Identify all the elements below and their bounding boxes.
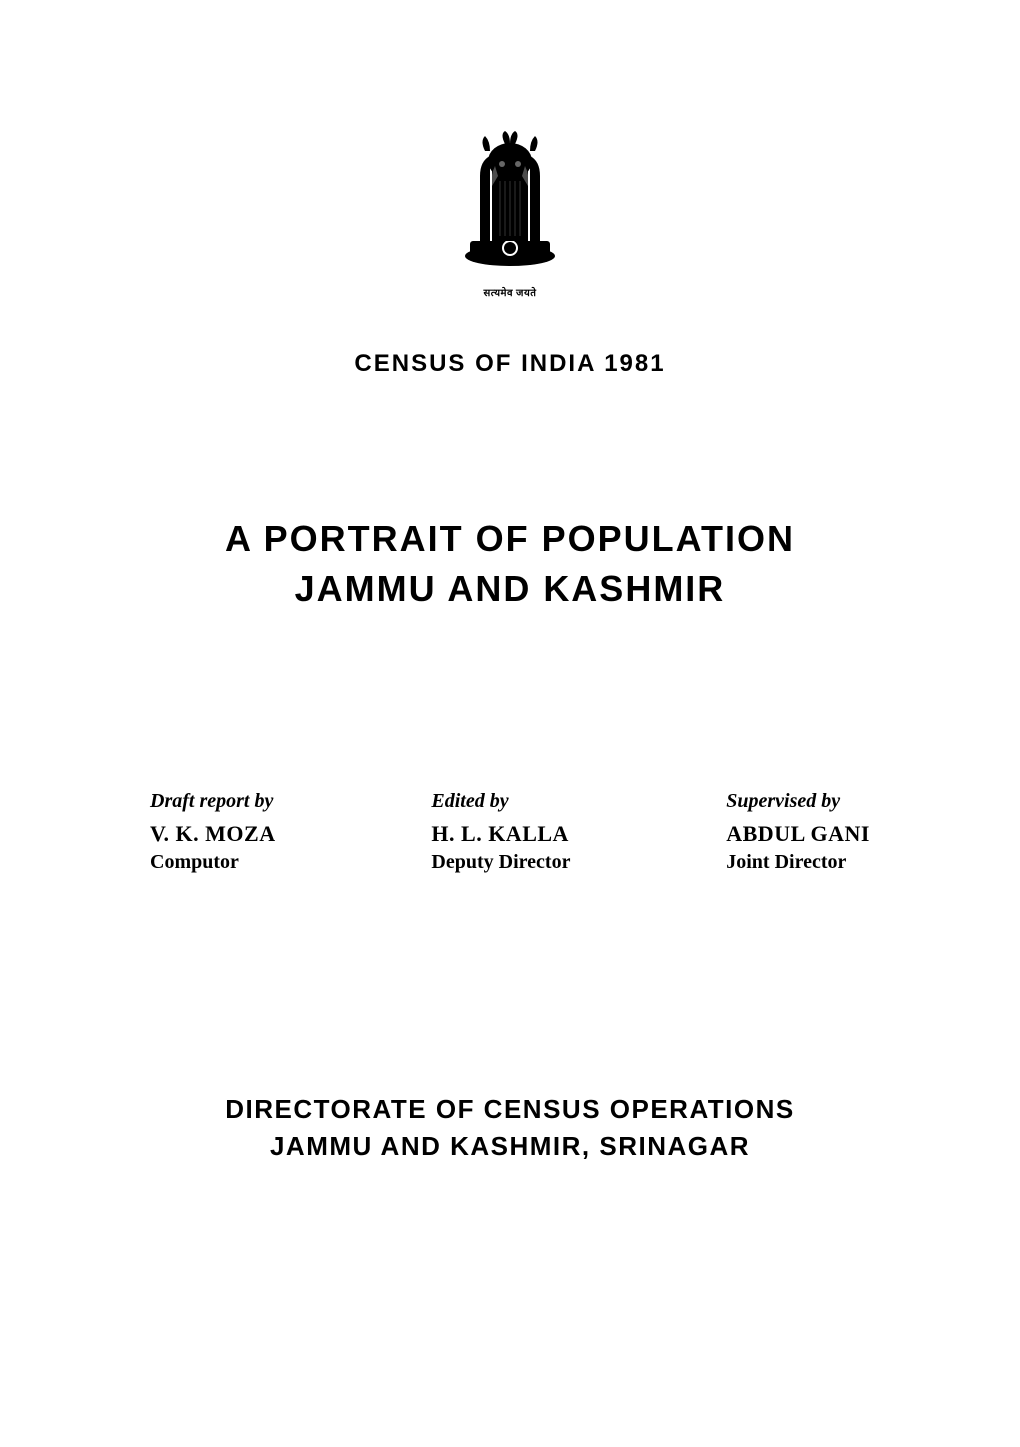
edited-role: Deputy Director bbox=[431, 851, 570, 874]
supervised-name: ABDUL GANI bbox=[726, 821, 870, 847]
footer-org: DIRECTORATE OF CENSUS OPERATIONS JAMMU A… bbox=[225, 1094, 795, 1162]
supervised-label: Supervised by bbox=[726, 790, 870, 813]
credit-draft: Draft report by V. K. MOZA Computor bbox=[150, 790, 276, 874]
credits-row: Draft report by V. K. MOZA Computor Edit… bbox=[150, 790, 870, 874]
title-line-2: JAMMU AND KASHMIR bbox=[225, 568, 795, 610]
census-subtitle: CENSUS OF INDIA 1981 bbox=[354, 350, 665, 378]
edited-label: Edited by bbox=[431, 790, 570, 813]
national-emblem: सत्यमेव जयते bbox=[440, 120, 580, 300]
draft-role: Computor bbox=[150, 851, 276, 874]
draft-label: Draft report by bbox=[150, 790, 276, 813]
emblem-svg bbox=[450, 121, 570, 281]
credit-edited: Edited by H. L. KALLA Deputy Director bbox=[431, 790, 570, 874]
document-page: सत्यमेव जयते CENSUS OF INDIA 1981 A PORT… bbox=[0, 0, 1020, 1447]
title-line-1: A PORTRAIT OF POPULATION bbox=[225, 518, 795, 560]
draft-name: V. K. MOZA bbox=[150, 821, 276, 847]
supervised-role: Joint Director bbox=[726, 851, 870, 874]
footer-line-2: JAMMU AND KASHMIR, SRINAGAR bbox=[225, 1131, 795, 1162]
credit-supervised: Supervised by ABDUL GANI Joint Director bbox=[726, 790, 870, 874]
main-title: A PORTRAIT OF POPULATION JAMMU AND KASHM… bbox=[225, 518, 795, 610]
emblem-motto: सत्यमेव जयते bbox=[484, 285, 537, 299]
edited-name: H. L. KALLA bbox=[431, 821, 570, 847]
footer-line-1: DIRECTORATE OF CENSUS OPERATIONS bbox=[225, 1094, 795, 1125]
